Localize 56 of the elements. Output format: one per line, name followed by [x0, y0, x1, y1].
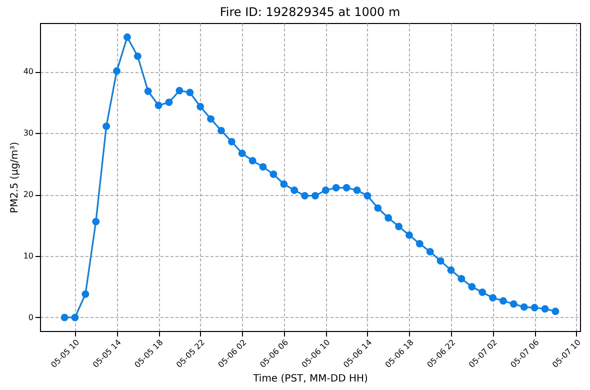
point [322, 186, 330, 194]
point [406, 231, 413, 239]
point [228, 138, 236, 146]
point [552, 308, 560, 316]
chart-title: Fire ID: 192829345 at 1000 m [220, 5, 400, 19]
point [384, 214, 392, 222]
point [510, 300, 518, 308]
point [500, 297, 507, 305]
point [436, 257, 444, 265]
point [520, 303, 528, 311]
point [416, 240, 424, 248]
point [489, 294, 496, 302]
point [134, 52, 142, 60]
point [238, 150, 246, 158]
point [165, 98, 173, 106]
point [71, 314, 79, 322]
point [364, 192, 372, 200]
point [530, 304, 538, 312]
y-tick-label: 40 [23, 67, 34, 76]
point [248, 157, 256, 164]
point [290, 186, 298, 194]
point [332, 184, 340, 192]
y-tick-label: 0 [28, 312, 34, 322]
x-axis-title: Time (PST, MM-DD HH) [252, 374, 368, 385]
point [270, 170, 278, 178]
point [301, 192, 308, 200]
point [374, 204, 382, 212]
y-tick-label: 10 [23, 252, 34, 260]
point [395, 222, 402, 230]
point [468, 283, 476, 290]
point [478, 288, 486, 296]
point [113, 67, 120, 75]
point [102, 122, 110, 130]
point [426, 248, 434, 256]
y-tick-label: 20 [23, 190, 34, 200]
y-axis-title: PM2.5 (µg/m³) [9, 142, 20, 214]
point [342, 184, 350, 192]
y-tick-label: 30 [23, 128, 34, 138]
point [218, 126, 225, 134]
point [312, 192, 319, 200]
point [196, 102, 204, 110]
point [207, 115, 214, 123]
point [447, 266, 455, 274]
point [60, 314, 68, 322]
point [176, 86, 184, 94]
point [92, 218, 100, 226]
point [124, 33, 131, 41]
point [154, 102, 162, 110]
point [82, 290, 90, 298]
point [144, 88, 152, 95]
point [353, 186, 361, 194]
point [280, 180, 288, 188]
point [186, 88, 194, 96]
point [458, 275, 466, 282]
point [541, 305, 549, 313]
point [259, 163, 267, 171]
